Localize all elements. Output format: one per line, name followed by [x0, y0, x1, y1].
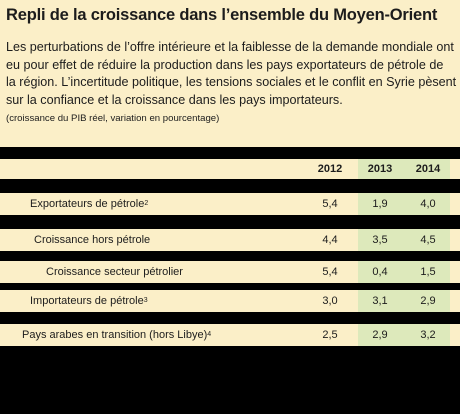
intro-line: eu pour effet de réduire la production d…: [6, 57, 444, 72]
unit-note: (croissance du PIB réel, variation en po…: [6, 113, 220, 124]
value-cell: 2,9: [372, 329, 388, 341]
year-header: 2014: [415, 163, 441, 175]
projection-highlight: [358, 229, 450, 251]
intro-paragraph: Les perturbations de l’offre intérieure …: [6, 39, 456, 109]
row-label-text: Pays arabes en transition (hors Libye): [22, 329, 208, 341]
row-label-text: Exportateurs de pétrole: [30, 198, 145, 210]
value-cell: 2,5: [322, 329, 338, 341]
value-cell: 1,9: [372, 198, 388, 210]
projection-highlight: [358, 159, 450, 179]
table-row: Importateurs de pétrole 3 3,0 3,1 2,9: [0, 290, 460, 312]
value-cell: 4,0: [420, 198, 436, 210]
value-cell: 3,1: [372, 295, 388, 307]
projection-highlight: [358, 261, 450, 283]
row-label: Croissance secteur pétrolier: [46, 261, 183, 283]
year-header: 2012: [317, 163, 343, 175]
value-cell: 3,0: [322, 295, 338, 307]
row-label: Pays arabes en transition (hors Libye) 4: [22, 329, 212, 341]
value-cell: 2,9: [420, 295, 436, 307]
table-row: Pays arabes en transition (hors Libye) 4 …: [0, 324, 460, 346]
growth-table: 2012 2013 2014 Exportateurs de pétrole 2 …: [0, 147, 460, 414]
value-cell: 1,5: [420, 266, 436, 278]
value-cell: 3,5: [372, 234, 388, 246]
row-label-text: Croissance hors pétrole: [34, 234, 151, 246]
table-header-row: 2012 2013 2014: [0, 159, 460, 179]
table-row: Croissance hors pétrole 4,4 3,5 4,5: [0, 229, 460, 251]
row-label: Croissance hors pétrole: [34, 229, 150, 251]
value-cell: 4,5: [420, 234, 436, 246]
value-cell: 3,2: [420, 329, 436, 341]
projection-highlight: [358, 193, 450, 215]
intro-line: sur la confiance et la croissance dans l…: [6, 92, 343, 107]
projection-highlight: [358, 324, 450, 346]
row-label: Exportateurs de pétrole 2: [30, 198, 149, 210]
row-label-text: Importateurs de pétrole: [30, 295, 144, 307]
table-row: Croissance secteur pétrolier 5,4 0,4 1,5: [0, 261, 460, 283]
value-cell: 5,4: [322, 266, 338, 278]
value-cell: 0,4: [372, 266, 388, 278]
table-row: Exportateurs de pétrole 2 5,4 1,9 4,0: [0, 193, 460, 215]
value-cell: 5,4: [322, 198, 338, 210]
value-cell: 4,4: [322, 234, 338, 246]
page-title: Repli de la croissance dans l’ensemble d…: [6, 6, 438, 24]
projection-highlight: [358, 290, 450, 312]
intro-line: Les perturbations de l’offre intérieure …: [6, 40, 454, 54]
intro-line: la région. L’incertitude politique, les …: [6, 75, 457, 89]
row-label: Importateurs de pétrole 3: [30, 295, 148, 307]
row-label-text: Croissance secteur pétrolier: [46, 266, 183, 278]
year-header: 2013: [367, 163, 393, 175]
